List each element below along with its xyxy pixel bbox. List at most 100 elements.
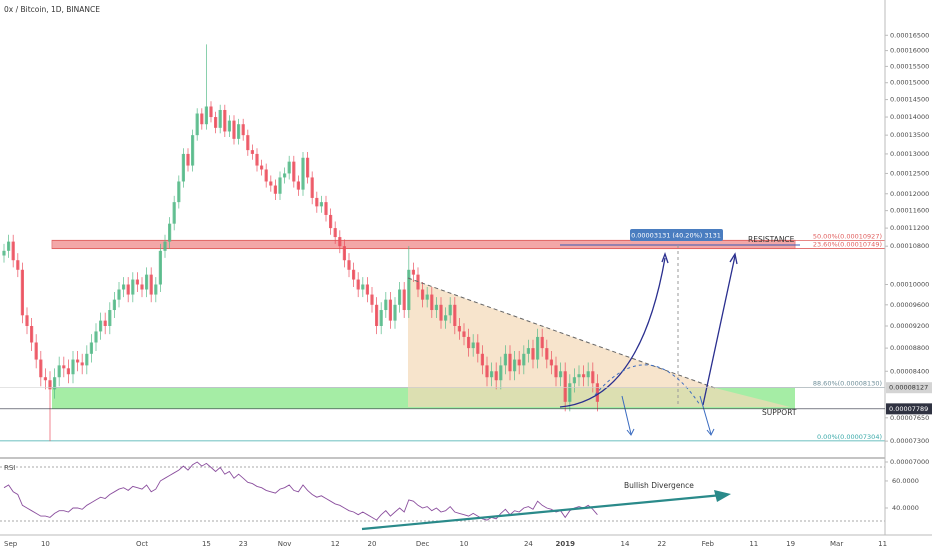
candle-body xyxy=(62,365,66,369)
candle-body xyxy=(361,284,365,290)
candle-body xyxy=(66,368,70,375)
candle-body xyxy=(365,284,369,295)
price-tag xyxy=(886,403,932,415)
rsi-tick-label: 60.0000 xyxy=(892,477,919,485)
candle-body xyxy=(246,135,250,151)
y-tick-label: 0.00015000 xyxy=(890,79,929,87)
y-tick-label: 0.00007650 xyxy=(890,414,929,422)
candle-body xyxy=(158,250,162,285)
divergence-label: Bullish Divergence xyxy=(624,481,694,490)
y-tick-label: 0.00008400 xyxy=(890,367,929,375)
arrow-head xyxy=(706,428,715,436)
candle-body xyxy=(218,109,222,128)
candle-body xyxy=(499,365,503,381)
candle-body xyxy=(352,269,356,280)
candles xyxy=(2,44,599,442)
candle-body xyxy=(398,289,402,305)
rsi-label: RSI xyxy=(4,464,15,472)
candle-body xyxy=(103,320,107,326)
x-tick-label: 20 xyxy=(368,540,377,548)
candle-body xyxy=(20,269,24,316)
triangle-fill xyxy=(408,278,790,407)
candle-body xyxy=(402,289,406,311)
candle-body xyxy=(108,310,112,326)
candle-body xyxy=(11,241,15,261)
fib-label: 88.60%(0.00008130) xyxy=(813,380,882,388)
candle-body xyxy=(356,279,360,290)
candle-body xyxy=(444,315,448,321)
candle-body xyxy=(2,250,6,256)
y-tick-label: 0.00016000 xyxy=(890,47,929,55)
candle-body xyxy=(526,348,530,354)
candle-body xyxy=(393,304,397,321)
candle-body xyxy=(39,359,43,378)
x-tick-label: 11 xyxy=(749,540,758,548)
candle-body xyxy=(568,383,572,402)
candle-body xyxy=(559,371,563,378)
candle-body xyxy=(223,109,227,132)
candle-body xyxy=(214,117,218,128)
candle-body xyxy=(168,223,172,242)
x-tick-label: Mar xyxy=(830,540,843,548)
price-tag-label: 0.00007789 xyxy=(889,405,928,413)
y-tick-label: 0.00012000 xyxy=(890,190,929,198)
candle-body xyxy=(85,353,89,366)
candle-body xyxy=(177,181,181,203)
dashed-arc xyxy=(594,364,701,406)
candle-body xyxy=(554,365,558,378)
x-tick-label: 11 xyxy=(878,540,887,548)
candle-body xyxy=(204,106,208,125)
y-tick-label: 0.00014000 xyxy=(890,113,929,121)
y-tick-label: 0.00016500 xyxy=(890,31,929,39)
candle-body xyxy=(315,197,319,207)
divergence-line xyxy=(361,493,723,531)
candle-body xyxy=(53,377,57,390)
candle-body xyxy=(76,359,80,363)
fib-label: 23.60%(0.00010749) xyxy=(813,241,882,249)
measure-label: 0.00003131 (40.20%) 3131 xyxy=(631,232,721,240)
candle-body xyxy=(287,161,291,174)
candle-body xyxy=(513,359,517,372)
candle-body xyxy=(278,177,282,194)
candle-body xyxy=(508,353,512,372)
y-tick-label: 0.00015500 xyxy=(890,62,929,70)
candle-body xyxy=(319,202,323,207)
candle-body xyxy=(71,359,75,375)
x-tick-label: Dec xyxy=(416,540,430,548)
candle-body xyxy=(264,169,268,182)
candle-body xyxy=(333,228,337,238)
candle-body xyxy=(342,246,346,261)
projection-arrow xyxy=(702,255,736,406)
price-tag-label: 0.00008127 xyxy=(889,384,928,392)
candle-body xyxy=(439,304,443,321)
y-tick-label: 0.00009600 xyxy=(890,301,929,309)
y-tick-label: 0.00011600 xyxy=(890,207,929,215)
candle-body xyxy=(485,365,489,378)
support-label: SUPPORT xyxy=(762,408,797,417)
x-tick-label: 19 xyxy=(786,540,795,548)
candle-body xyxy=(255,153,259,166)
candle-body xyxy=(586,371,590,378)
candle-body xyxy=(163,241,167,251)
x-tick-label: 10 xyxy=(460,540,469,548)
candle-body xyxy=(324,202,328,215)
candle-body xyxy=(273,185,277,194)
candle-body xyxy=(112,299,116,311)
candle-body xyxy=(122,284,126,290)
candle-body xyxy=(145,274,149,290)
candle-body xyxy=(411,269,415,275)
x-tick-label: 12 xyxy=(331,540,340,548)
candle-body xyxy=(453,304,457,326)
candle-body xyxy=(421,289,425,300)
candle-body xyxy=(25,315,29,326)
candle-body xyxy=(540,336,544,349)
candle-body xyxy=(209,106,213,118)
candle-body xyxy=(301,157,305,190)
axes: 0.00016500 0.00016000 0.00015500 0.00015000… xyxy=(0,31,932,548)
x-tick-label: 2019 xyxy=(555,540,575,548)
candle-body xyxy=(89,342,93,354)
x-tick-label: 23 xyxy=(239,540,248,548)
candle-body xyxy=(338,237,342,247)
down-arrow xyxy=(621,395,632,435)
descending-trendline xyxy=(407,277,716,389)
